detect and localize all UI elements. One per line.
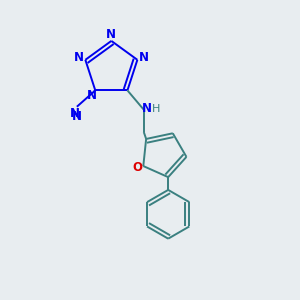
Text: N: N	[70, 107, 80, 120]
Text: H: H	[152, 103, 160, 113]
Text: N: N	[139, 51, 148, 64]
Text: N: N	[142, 102, 152, 115]
Text: N: N	[86, 89, 96, 102]
Text: N: N	[72, 110, 82, 123]
Text: N: N	[74, 51, 84, 64]
Text: O: O	[132, 161, 142, 174]
Text: N: N	[106, 28, 116, 41]
